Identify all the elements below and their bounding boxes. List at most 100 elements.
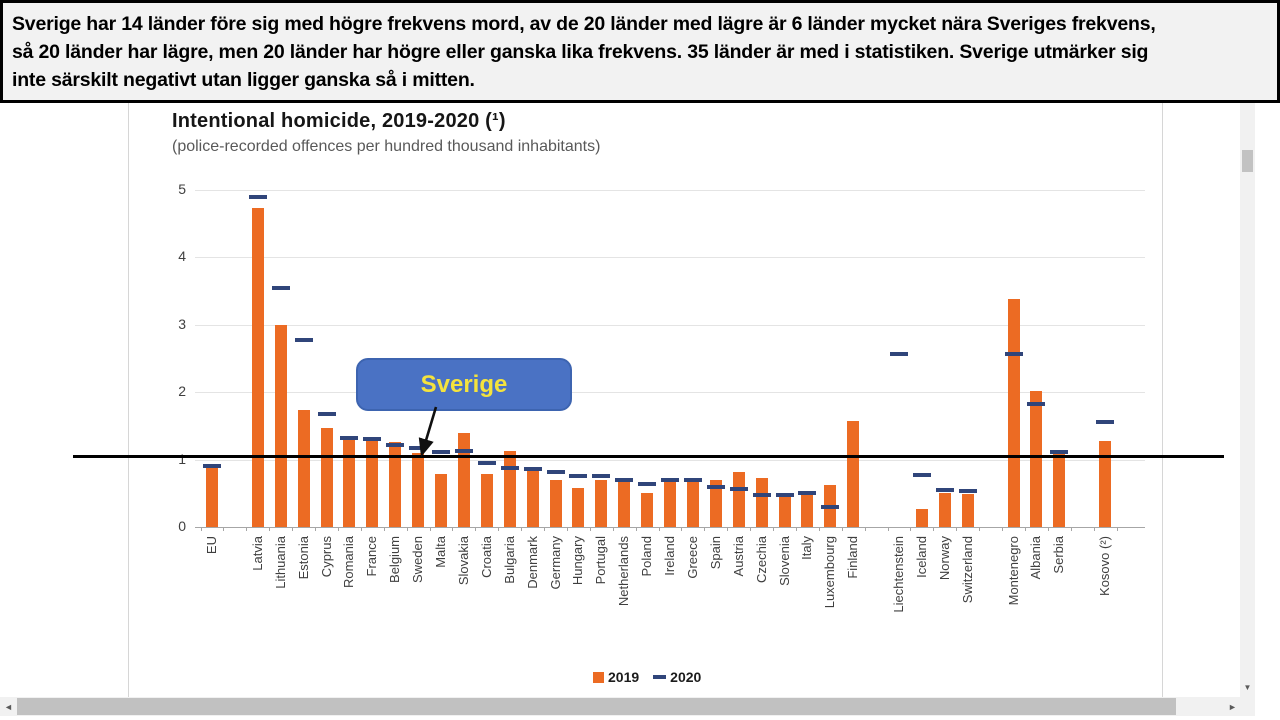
bar-2019-Finland <box>847 420 860 527</box>
bar-2019-Slovakia <box>457 433 470 527</box>
dash-2020-Estonia <box>294 338 313 343</box>
scroll-down-arrow-icon[interactable]: ▼ <box>1243 683 1252 692</box>
dash-2020-Norway <box>935 487 954 492</box>
dash-2020-Italy <box>798 490 817 495</box>
dash-2020-France <box>363 437 382 442</box>
bar-2019-Greece <box>686 480 699 527</box>
chart-legend: 2019 2020 <box>593 669 701 685</box>
bar-2019-France <box>366 440 379 527</box>
x-axis-label-Spain: Spain <box>707 536 723 570</box>
document-area: Intentional homicide, 2019-2020 (¹) (pol… <box>0 103 1280 697</box>
x-axis-label-Italy: Italy <box>799 536 815 560</box>
dash-2020-Albania <box>1027 401 1046 406</box>
x-axis-tick <box>223 527 225 531</box>
scroll-right-arrow-icon[interactable]: ► <box>1228 701 1237 712</box>
dash-2020-Latvia <box>248 194 267 199</box>
x-axis-tick <box>818 527 820 531</box>
dash-2020-Kosovo (²) <box>1096 419 1115 424</box>
chart-title: Intentional homicide, 2019-2020 (¹) <box>172 110 506 132</box>
bar-2019-Albania <box>1030 390 1043 527</box>
bar-2019-Germany <box>549 479 562 527</box>
gridline-4 <box>195 257 1145 259</box>
bar-2019-Montenegro <box>1007 299 1020 527</box>
dash-2020-Luxembourg <box>821 504 840 509</box>
x-axis-label-Serbia: Serbia <box>1051 536 1067 574</box>
x-axis-label-Slovakia: Slovakia <box>455 536 471 586</box>
x-axis-tick <box>544 527 546 531</box>
scrollbar-corner <box>1240 697 1255 716</box>
x-axis-label-Netherlands: Netherlands <box>616 536 632 607</box>
x-axis-tick <box>1116 527 1118 531</box>
legend-2020-label: 2020 <box>670 669 702 685</box>
x-axis-tick <box>681 527 683 531</box>
scroll-left-arrow-icon[interactable]: ◄ <box>4 701 13 712</box>
x-axis-tick <box>383 527 385 531</box>
y-axis-tick-label: 0 <box>178 518 186 534</box>
x-axis-tick <box>475 527 477 531</box>
gridline-2 <box>195 392 1145 394</box>
x-axis-label-Denmark: Denmark <box>524 536 540 589</box>
dash-2020-EU <box>203 464 221 469</box>
x-axis-tick <box>933 527 935 531</box>
x-axis-label-Norway: Norway <box>936 536 952 581</box>
dash-2020-Germany <box>546 469 565 474</box>
x-axis-tick <box>1093 527 1095 531</box>
x-axis-tick <box>1047 527 1049 531</box>
horizontal-scrollbar[interactable]: ◄ ► <box>0 697 1255 716</box>
x-axis-label-Croatia: Croatia <box>478 536 494 578</box>
banner-line-3: inte särskilt negativt utan ligger gansk… <box>12 69 475 91</box>
x-axis-label-Sweden: Sweden <box>410 536 426 583</box>
dash-2020-Portugal <box>592 474 611 479</box>
bar-2019-Hungary <box>572 487 585 527</box>
legend-2019-swatch-icon <box>593 671 604 683</box>
bar-2019-Portugal <box>595 479 608 527</box>
sweden-level-annotation-line <box>73 455 1224 459</box>
x-axis-tick <box>200 527 202 531</box>
vertical-scrollbar[interactable]: ▼ <box>1240 103 1255 697</box>
bar-2019-Bulgaria <box>503 450 516 527</box>
dash-2020-Sweden <box>409 446 428 451</box>
document-right-border <box>1162 103 1163 697</box>
x-axis-label-Switzerland: Switzerland <box>959 536 975 604</box>
x-axis-tick <box>910 527 912 531</box>
x-axis-label-Ireland: Ireland <box>662 536 677 576</box>
bar-2019-Ireland <box>664 480 676 527</box>
dash-2020-Serbia <box>1050 449 1069 454</box>
x-axis-tick <box>292 527 294 531</box>
sverige-callout: Sverige <box>356 358 572 411</box>
dash-2020-Bulgaria <box>500 465 519 470</box>
x-axis-tick <box>795 527 797 531</box>
y-axis-tick-label: 3 <box>178 315 186 332</box>
bar-2019-Cyprus <box>320 427 333 527</box>
bar-2019-Norway <box>938 492 951 527</box>
x-axis-label-EU: EU <box>204 536 219 555</box>
x-axis-tick <box>704 527 706 531</box>
x-axis-tick <box>566 527 568 531</box>
x-axis-tick <box>727 527 729 531</box>
y-axis-tick-label: 4 <box>178 248 186 265</box>
dash-2020-Lithuania <box>271 285 290 290</box>
x-axis-label-Montenegro: Montenegro <box>1005 536 1021 606</box>
x-axis-label-Kosovo (²): Kosovo (²) <box>1097 536 1113 596</box>
x-axis-label-Belgium: Belgium <box>387 536 403 583</box>
vertical-scrollbar-thumb[interactable] <box>1242 150 1253 172</box>
dash-2020-Montenegro <box>1004 351 1023 356</box>
x-axis-tick <box>406 527 408 531</box>
x-axis-tick <box>612 527 614 531</box>
sverige-callout-label: Sverige <box>420 370 508 398</box>
x-axis-label-Malta: Malta <box>433 536 448 568</box>
dash-2020-Greece <box>683 478 702 483</box>
x-axis-tick <box>773 527 775 531</box>
x-axis-label-Finland: Finland <box>845 536 861 579</box>
x-axis-label-Poland: Poland <box>639 536 655 577</box>
x-axis-tick <box>1070 527 1072 531</box>
document-left-border <box>128 103 129 697</box>
y-axis-tick-label: 2 <box>178 383 186 400</box>
annotation-banner: Sverige har 14 länder före sig med högre… <box>0 0 1280 103</box>
bar-2019-Switzerland <box>961 493 974 527</box>
horizontal-scrollbar-thumb[interactable] <box>17 698 1176 715</box>
x-axis-label-Albania: Albania <box>1028 536 1044 580</box>
dash-2020-Hungary <box>569 473 588 478</box>
x-axis-label-Hungary: Hungary <box>570 536 586 586</box>
